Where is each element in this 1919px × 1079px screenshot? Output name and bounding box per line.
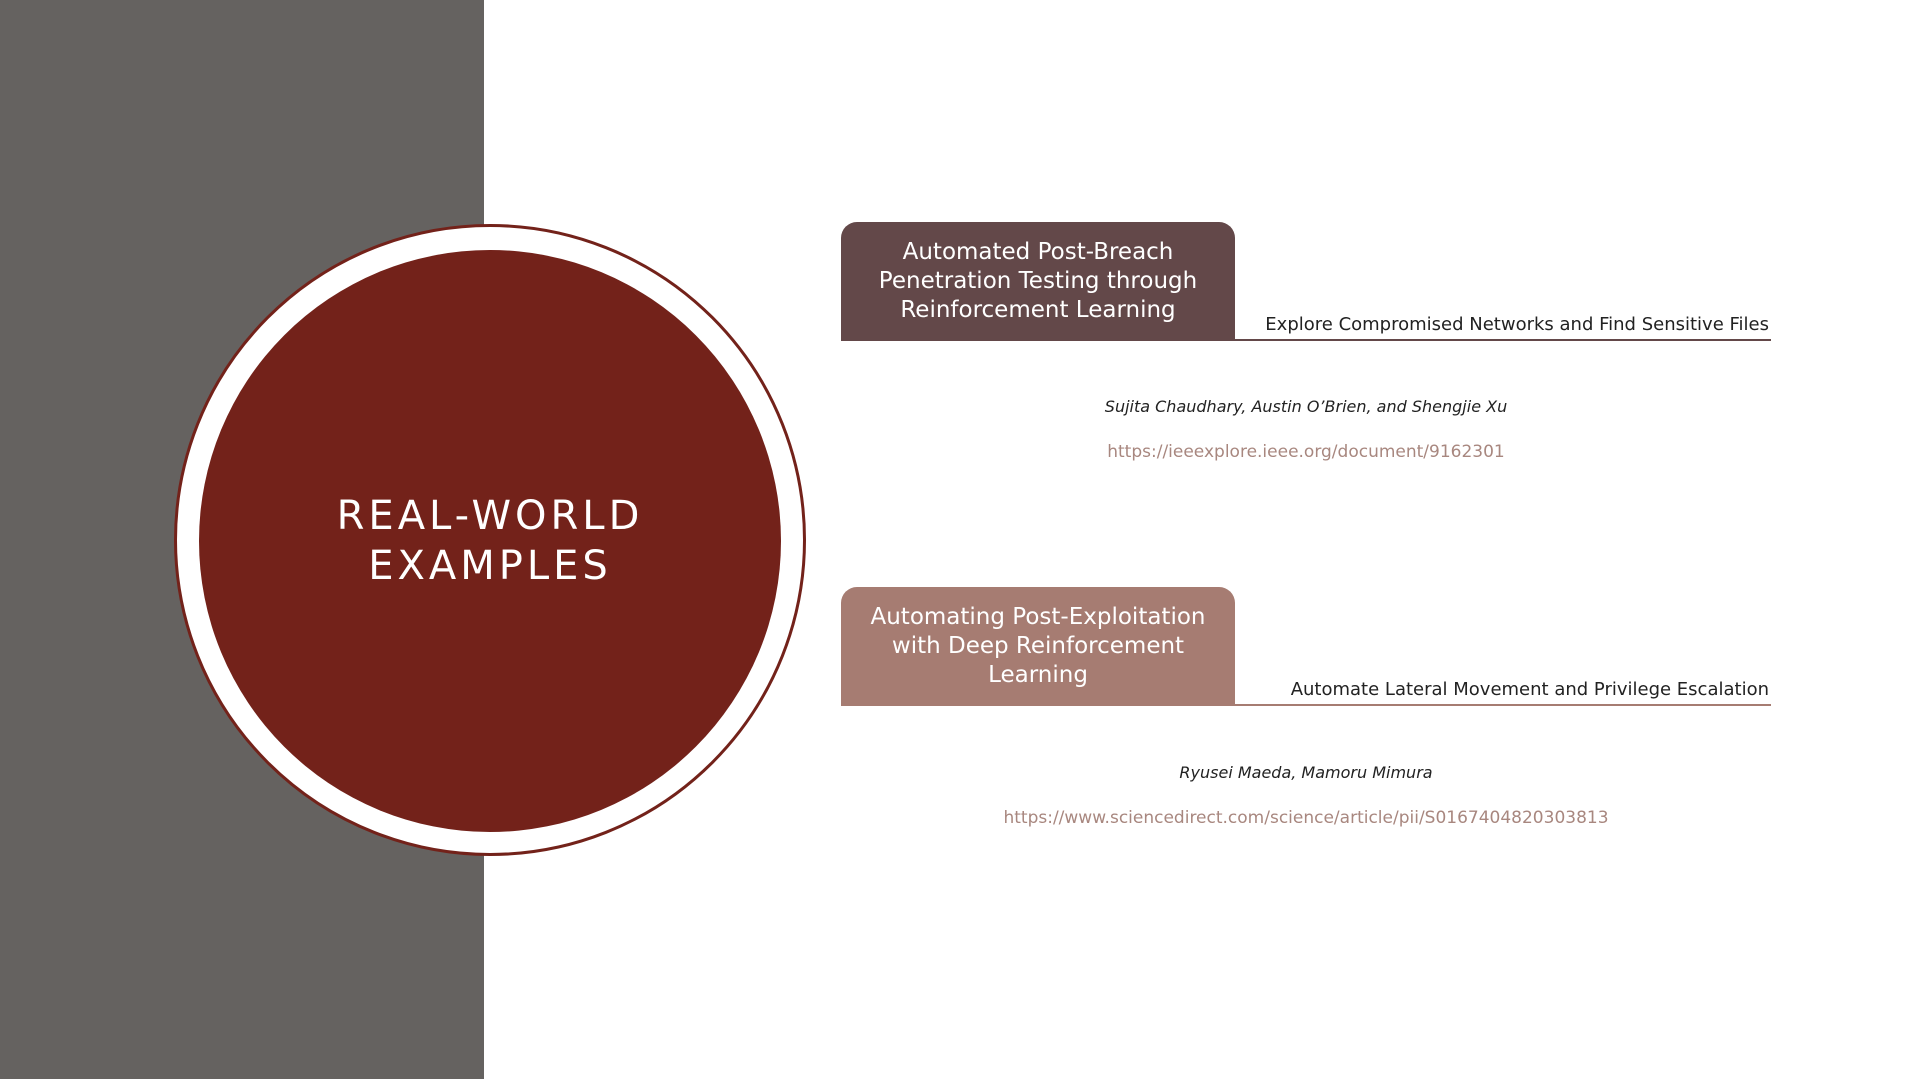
example-2-divider (841, 704, 1771, 706)
example-2-title-card: Automating Post-Exploitation with Deep R… (841, 587, 1235, 705)
example-1-authors: Sujita Chaudhary, Austin O’Brien, and Sh… (1104, 397, 1508, 416)
example-1-link[interactable]: https://ieeexplore.ieee.org/document/916… (1107, 442, 1505, 462)
example-2-authors: Ryusei Maeda, Mamoru Mimura (1179, 763, 1433, 782)
section-title: REAL-WORLD EXAMPLES (336, 493, 644, 589)
example-2-subtitle: Automate Lateral Movement and Privilege … (1290, 679, 1769, 700)
example-1-subtitle: Explore Compromised Networks and Find Se… (1265, 314, 1769, 335)
example-2-title: Automating Post-Exploitation with Deep R… (870, 603, 1206, 688)
example-1-title-card: Automated Post-Breach Penetration Testin… (841, 222, 1235, 340)
example-1-divider (841, 339, 1771, 341)
example-1-title: Automated Post-Breach Penetration Testin… (878, 238, 1198, 323)
section-circle: REAL-WORLD EXAMPLES (199, 250, 781, 832)
example-2-link[interactable]: https://www.sciencedirect.com/science/ar… (1003, 808, 1609, 828)
